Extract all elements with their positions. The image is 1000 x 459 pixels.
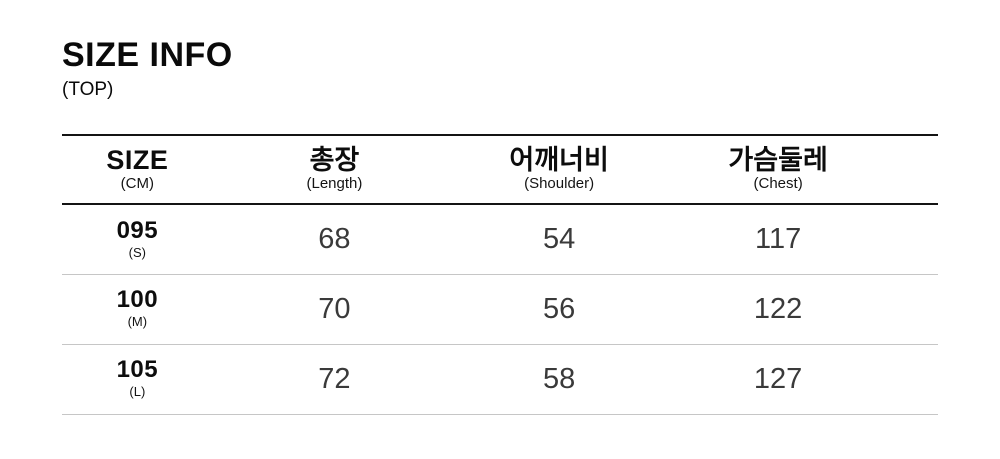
page-subtitle: (TOP) <box>62 79 114 100</box>
column-label-size: SIZE <box>106 145 169 176</box>
filler-cell <box>894 204 938 274</box>
size-value: 095 <box>116 216 159 244</box>
size-letter: (S) <box>128 244 146 260</box>
filler-cell <box>894 344 938 414</box>
size-table: SIZE (CM) 총장 (Length) 어깨너비 (Shoulder) 가슴… <box>62 134 938 415</box>
column-sublabel-size: (CM) <box>120 175 154 193</box>
page-title: SIZE INFO <box>62 36 233 74</box>
column-label-shoulder: 어깨너비 <box>509 145 609 176</box>
size-letter: (M) <box>127 314 148 330</box>
filler-cell <box>894 274 938 344</box>
column-label-length: 총장 <box>309 145 360 176</box>
column-header-chest: 가슴둘레 (Chest) <box>662 135 894 204</box>
column-header-shoulder: 어깨너비 (Shoulder) <box>456 135 662 204</box>
column-sublabel-shoulder: (Shoulder) <box>524 175 595 193</box>
size-info-page: SIZE INFO (TOP) SIZE (CM) 총장 (Length) 어깨… <box>62 36 938 415</box>
shoulder-value: 56 <box>542 292 576 325</box>
shoulder-value: 54 <box>542 222 576 255</box>
column-label-chest: 가슴둘레 <box>728 145 828 176</box>
chest-value: 117 <box>754 222 802 255</box>
length-value: 72 <box>318 362 351 395</box>
shoulder-value: 58 <box>542 362 576 395</box>
size-cell: 095 (S) <box>62 204 213 274</box>
column-sublabel-length: (Length) <box>306 175 363 193</box>
column-sublabel-chest: (Chest) <box>753 175 803 193</box>
size-value: 105 <box>116 356 159 384</box>
size-value: 100 <box>116 286 159 314</box>
column-header-filler <box>894 135 938 204</box>
length-value: 70 <box>318 292 351 325</box>
chest-value: 122 <box>753 292 803 325</box>
column-header-size: SIZE (CM) <box>62 135 213 204</box>
size-letter: (L) <box>129 384 146 400</box>
table-row-size-105: 105 (L) 72 58 127 <box>62 344 938 414</box>
length-value: 68 <box>318 222 351 255</box>
column-header-length: 총장 (Length) <box>213 135 457 204</box>
table-row-size-100: 100 (M) 70 56 122 <box>62 274 938 344</box>
chest-value: 127 <box>753 362 803 395</box>
table-row-size-095: 095 (S) 68 54 117 <box>62 204 938 274</box>
size-cell: 105 (L) <box>62 344 213 414</box>
size-cell: 100 (M) <box>62 274 213 344</box>
table-header-row: SIZE (CM) 총장 (Length) 어깨너비 (Shoulder) 가슴… <box>62 135 938 204</box>
